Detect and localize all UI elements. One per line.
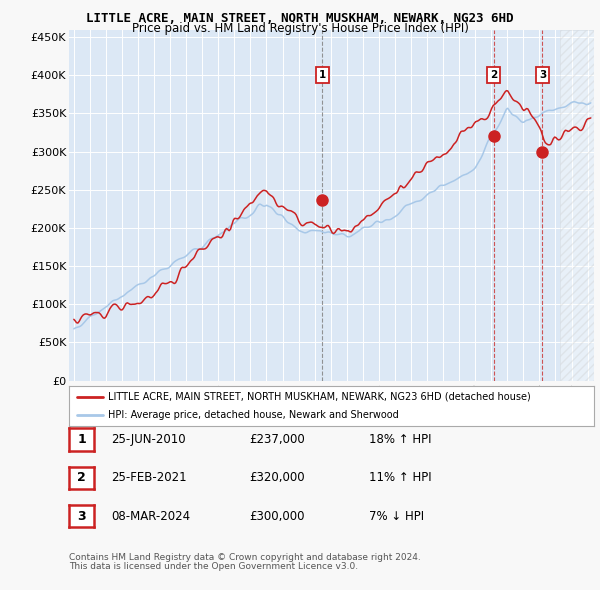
Text: 08-MAR-2024: 08-MAR-2024 xyxy=(111,510,190,523)
Text: 11% ↑ HPI: 11% ↑ HPI xyxy=(369,471,431,484)
Text: LITTLE ACRE, MAIN STREET, NORTH MUSKHAM, NEWARK, NG23 6HD (detached house): LITTLE ACRE, MAIN STREET, NORTH MUSKHAM,… xyxy=(109,392,531,402)
Text: Contains HM Land Registry data © Crown copyright and database right 2024.: Contains HM Land Registry data © Crown c… xyxy=(69,553,421,562)
Text: HPI: Average price, detached house, Newark and Sherwood: HPI: Average price, detached house, Newa… xyxy=(109,410,399,420)
Text: 1: 1 xyxy=(77,433,86,446)
Text: 2: 2 xyxy=(490,70,497,80)
Text: 25-FEB-2021: 25-FEB-2021 xyxy=(111,471,187,484)
Text: 3: 3 xyxy=(539,70,546,80)
Text: LITTLE ACRE, MAIN STREET, NORTH MUSKHAM, NEWARK, NG23 6HD: LITTLE ACRE, MAIN STREET, NORTH MUSKHAM,… xyxy=(86,12,514,25)
Text: 1: 1 xyxy=(319,70,326,80)
Text: 3: 3 xyxy=(77,510,86,523)
Text: 7% ↓ HPI: 7% ↓ HPI xyxy=(369,510,424,523)
Text: 2: 2 xyxy=(77,471,86,484)
Text: This data is licensed under the Open Government Licence v3.0.: This data is licensed under the Open Gov… xyxy=(69,562,358,571)
Text: 25-JUN-2010: 25-JUN-2010 xyxy=(111,433,185,446)
Text: 18% ↑ HPI: 18% ↑ HPI xyxy=(369,433,431,446)
Text: Price paid vs. HM Land Registry's House Price Index (HPI): Price paid vs. HM Land Registry's House … xyxy=(131,22,469,35)
Text: £237,000: £237,000 xyxy=(249,433,305,446)
Bar xyxy=(560,30,600,381)
Text: £300,000: £300,000 xyxy=(249,510,305,523)
Text: £320,000: £320,000 xyxy=(249,471,305,484)
